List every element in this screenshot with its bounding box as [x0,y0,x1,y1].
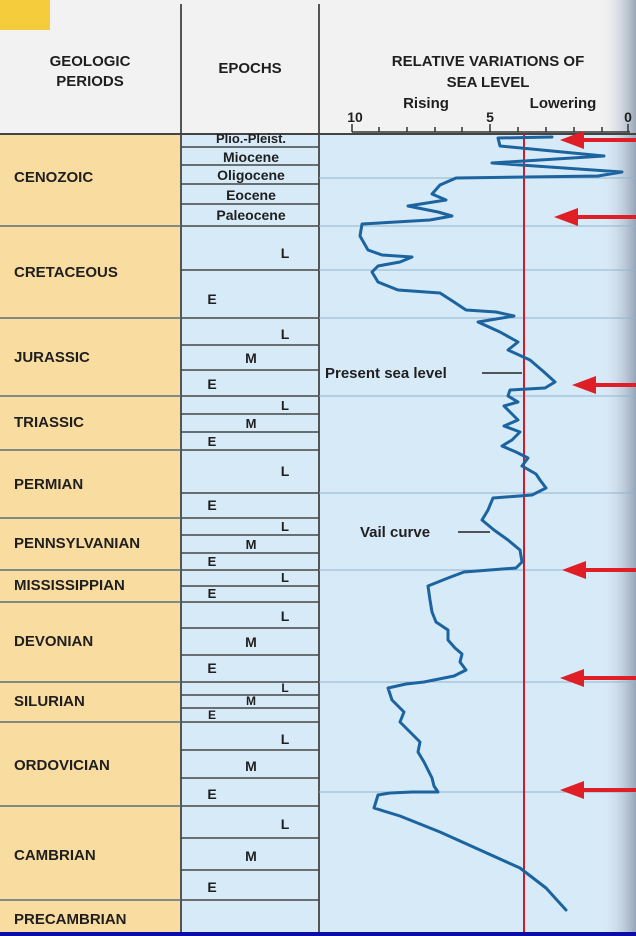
period-boundaries [0,225,181,901]
sea-level-header-line2: SEA LEVEL [447,74,530,91]
scale-label-5: 5 [486,109,494,125]
epoch-letter-cambrian-middle: M [245,848,257,864]
rising-label: Rising [403,95,449,112]
epoch-letter-mississippian-early: E [208,586,217,601]
arrow-1 [560,131,636,149]
period-label-jurassic: JURASSIC [14,349,90,366]
epoch-letter-pennsylvanian-middle: M [246,537,257,552]
epoch-letter-ordovician-early: E [207,786,216,802]
arrow-2 [554,208,636,226]
present-sea-level-annotation: Present sea level [325,365,447,382]
periods-header-line2: PERIODS [56,73,124,90]
right-edge-shade [600,0,636,932]
epoch-letter-silurian-early: E [208,708,216,722]
sea-level-area [319,134,636,932]
period-label-cambrian: CAMBRIAN [14,847,96,864]
epoch-letters: L E L M E L M E L E L M E L E L M E L M … [207,245,289,895]
epochs-header: EPOCHS [218,60,281,77]
epoch-letter-silurian-late: L [281,681,288,695]
epoch-label-plio-pleist: Plio.-Pleist. [216,131,286,146]
vail-curve-annotation: Vail curve [360,524,430,541]
period-label-pennsylvanian: PENNSYLVANIAN [14,535,140,552]
epoch-letter-devonian-middle: M [245,634,257,650]
epoch-letter-jurassic-late: L [281,326,290,342]
arrow-3 [572,376,636,394]
period-label-cretaceous: CRETACEOUS [14,264,118,281]
period-label-precambrian: PRECAMBRIAN [14,911,127,928]
epoch-letter-triassic-early: E [208,434,217,449]
epoch-letter-triassic-middle: M [246,416,257,431]
periods-column [0,134,181,932]
epoch-letter-ordovician-middle: M [245,758,257,774]
sea-level-header-line1: RELATIVE VARIATIONS OF [392,53,585,70]
periods-header-line1: GEOLOGIC [50,53,131,70]
epoch-letter-cretaceous-late: L [281,245,290,261]
bottom-border [0,932,636,936]
epoch-letter-cambrian-early: E [207,879,216,895]
period-label-cenozoic: CENOZOIC [14,169,93,186]
epoch-letter-mississippian-late: L [281,570,289,585]
epoch-letter-permian-early: E [207,497,216,513]
epoch-letter-cretaceous-early: E [207,291,216,307]
period-label-ordovician: ORDOVICIAN [14,757,110,774]
title-strip-fragment [0,0,50,30]
arrow-5 [560,669,636,687]
epoch-letter-triassic-late: L [281,398,289,413]
epoch-letter-permian-late: L [281,463,290,479]
epoch-label-paleocene: Paleocene [216,207,285,223]
epochs-column [181,134,319,932]
epoch-letter-pennsylvanian-late: L [281,519,289,534]
epoch-letter-cambrian-late: L [281,816,290,832]
epoch-letter-devonian-late: L [281,608,290,624]
period-label-permian: PERMIAN [14,476,83,493]
epoch-letter-silurian-middle: M [246,694,256,708]
epoch-letter-jurassic-early: E [207,376,216,392]
epoch-label-oligocene: Oligocene [217,167,285,183]
scale-label-10: 10 [347,109,363,125]
period-label-devonian: DEVONIAN [14,633,93,650]
epoch-label-eocene: Eocene [226,187,276,203]
period-label-silurian: SILURIAN [14,693,85,710]
scale-label-0: 0 [624,109,632,125]
epoch-letter-ordovician-late: L [281,731,290,747]
arrow-4 [562,561,636,579]
arrow-6 [560,781,636,799]
epoch-letter-devonian-early: E [207,660,216,676]
low-stand-arrows [554,131,636,799]
period-label-triassic: TRIASSIC [14,414,84,431]
vail-curve [358,135,624,912]
period-label-mississippian: MISSISSIPPIAN [14,577,125,594]
lowering-label: Lowering [530,95,597,112]
epoch-letter-jurassic-middle: M [245,350,257,366]
epoch-letter-pennsylvanian-early: E [208,554,217,569]
epoch-label-miocene: Miocene [223,149,279,165]
epoch-boundaries [181,146,319,901]
